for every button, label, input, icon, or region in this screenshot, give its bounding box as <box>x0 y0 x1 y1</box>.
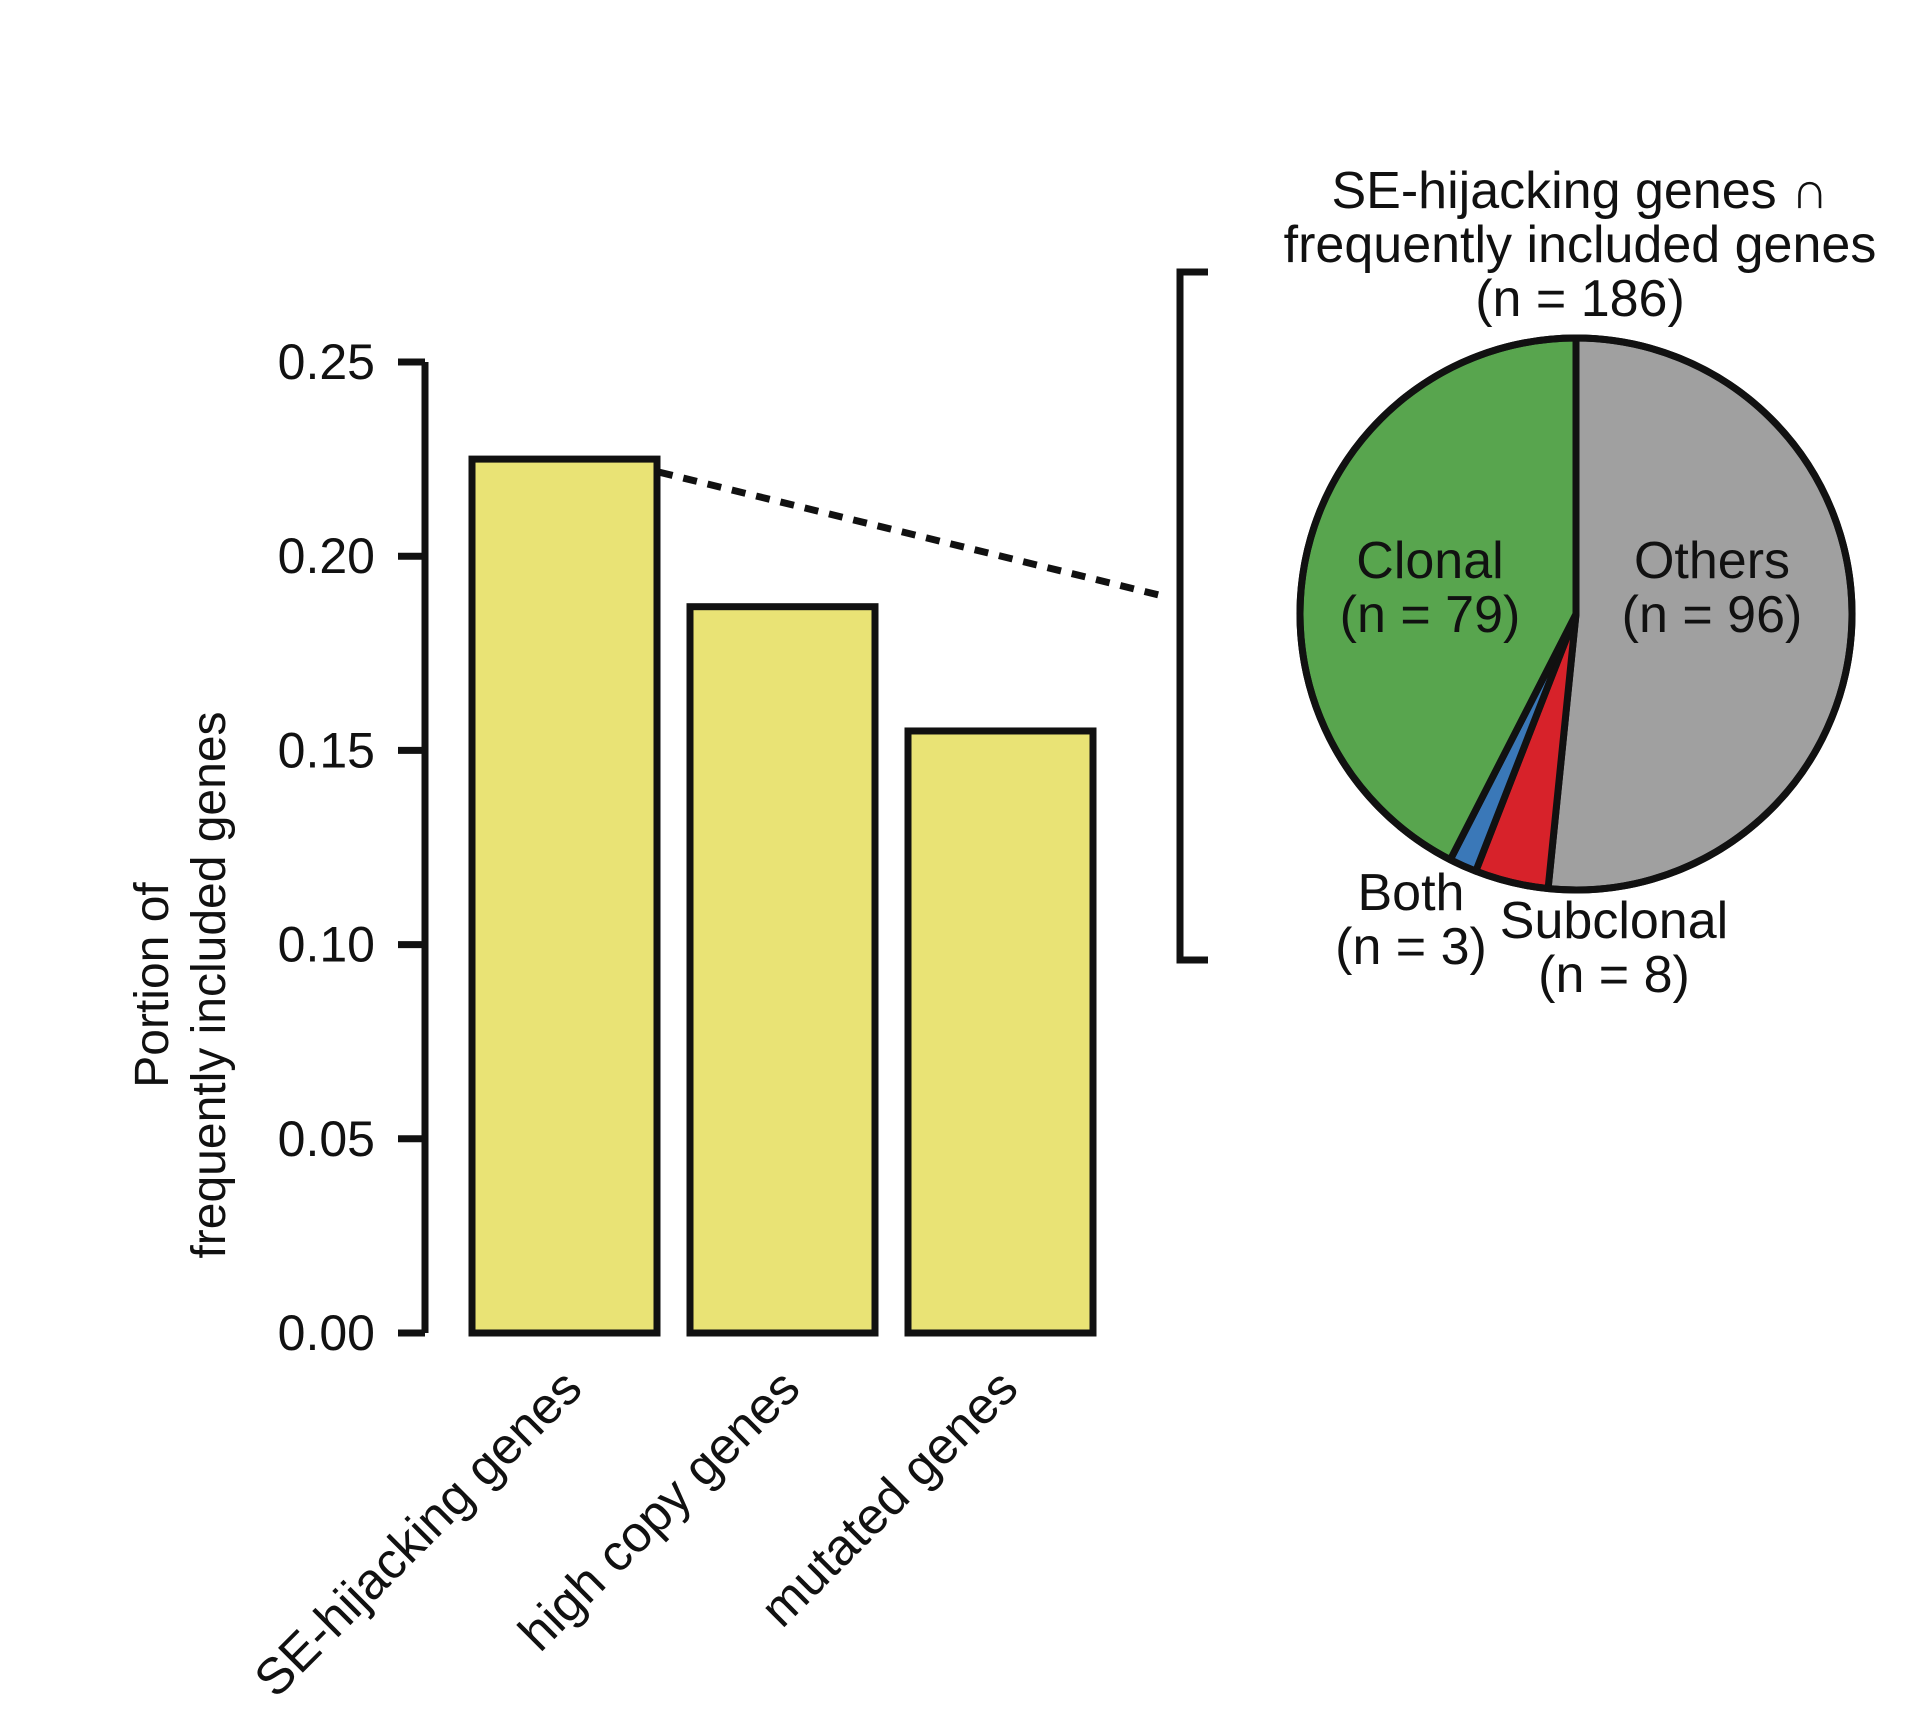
y-tick-label: 0.05 <box>278 1111 375 1167</box>
pie-title-line-2: frequently included genes <box>1284 216 1877 274</box>
y-tick-labels: 0.00 0.05 0.10 0.15 0.20 0.25 <box>278 334 375 1361</box>
y-tick-label: 0.00 <box>278 1305 375 1361</box>
y-tick-label: 0.25 <box>278 334 375 390</box>
pie-bracket <box>1176 268 1208 964</box>
slice-count-clonal: (n = 79) <box>1340 586 1521 644</box>
slice-count-subclonal: (n = 8) <box>1538 946 1690 1004</box>
slice-count-others: (n = 96) <box>1622 586 1803 644</box>
bar-to-pie-connector <box>658 468 1164 600</box>
bars <box>468 455 1097 1337</box>
pie-slices <box>1296 334 1856 894</box>
pie-chart: SE-hijacking genes ∩ frequently included… <box>1284 162 1877 1004</box>
bar-chart: 0.00 0.05 0.10 0.15 0.20 0.25 Portion of freq… <box>126 334 1097 1707</box>
y-axis-label-line-2: frequently included genes <box>183 711 236 1258</box>
x-category-label: SE-hijacking genes <box>243 1358 592 1707</box>
slice-label-both: Both <box>1358 864 1465 922</box>
y-tick-label: 0.10 <box>278 917 375 973</box>
pie-outline <box>1296 334 1856 894</box>
slice-label-clonal: Clonal <box>1356 532 1503 590</box>
y-tick-label: 0.15 <box>278 722 375 778</box>
y-axis-label-line-1: Portion of <box>126 882 179 1088</box>
y-ticks <box>398 358 425 1337</box>
slice-count-both: (n = 3) <box>1335 918 1487 976</box>
y-tick-label: 0.20 <box>278 528 375 584</box>
slice-label-others: Others <box>1634 532 1790 590</box>
slice-label-subclonal: Subclonal <box>1500 892 1728 950</box>
bar <box>468 455 661 1337</box>
bar <box>686 603 879 1337</box>
pie-title-line-1: SE-hijacking genes ∩ <box>1332 162 1829 220</box>
pie-title-line-3: (n = 186) <box>1475 270 1685 328</box>
bar <box>904 727 1097 1337</box>
